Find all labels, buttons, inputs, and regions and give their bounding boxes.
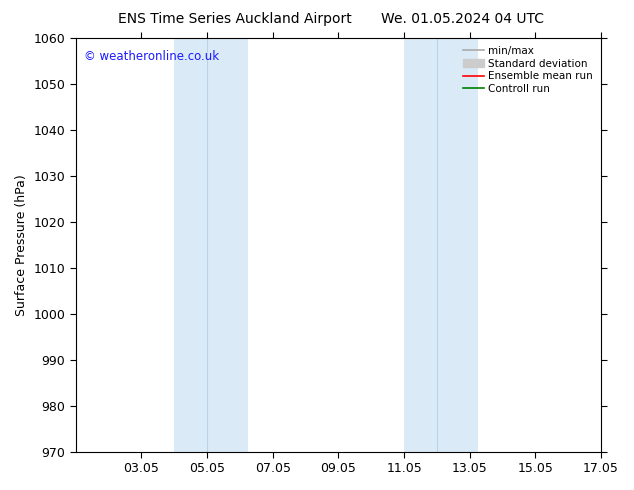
Text: © weatheronline.co.uk: © weatheronline.co.uk [84, 50, 219, 63]
Text: We. 01.05.2024 04 UTC: We. 01.05.2024 04 UTC [381, 12, 545, 26]
Bar [404, 38, 478, 452]
Text: ENS Time Series Auckland Airport: ENS Time Series Auckland Airport [118, 12, 351, 26]
Bar [174, 38, 248, 452]
Y-axis label: Surface Pressure (hPa): Surface Pressure (hPa) [15, 174, 28, 316]
Legend: min/max, Standard deviation, Ensemble mean run, Controll run: min/max, Standard deviation, Ensemble me… [460, 43, 596, 97]
